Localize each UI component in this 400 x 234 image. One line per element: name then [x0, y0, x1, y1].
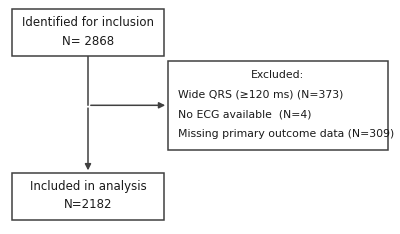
Text: Missing primary outcome data (N=309): Missing primary outcome data (N=309) — [178, 129, 394, 139]
FancyBboxPatch shape — [12, 173, 164, 220]
Text: N= 2868: N= 2868 — [62, 35, 114, 48]
Text: N=2182: N=2182 — [64, 198, 112, 212]
Text: Included in analysis: Included in analysis — [30, 180, 146, 193]
FancyBboxPatch shape — [12, 9, 164, 56]
Text: Wide QRS (≥120 ms) (N=373): Wide QRS (≥120 ms) (N=373) — [178, 89, 343, 99]
Text: No ECG available  (N=4): No ECG available (N=4) — [178, 109, 312, 119]
FancyBboxPatch shape — [168, 61, 388, 150]
Text: Excluded:: Excluded: — [251, 70, 305, 80]
Text: Identified for inclusion: Identified for inclusion — [22, 16, 154, 29]
